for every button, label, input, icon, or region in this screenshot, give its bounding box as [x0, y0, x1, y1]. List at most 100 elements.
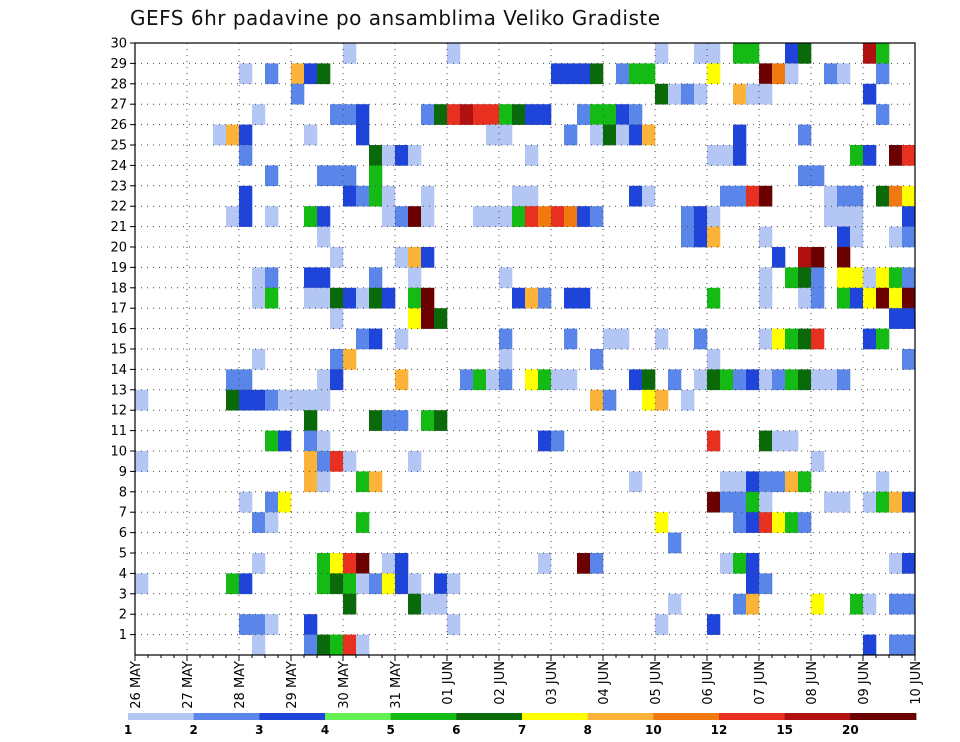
- legend-label: 1: [124, 723, 132, 737]
- heatmap-cell: [733, 124, 747, 146]
- heatmap-cell: [902, 267, 916, 289]
- x-tick-label: 26 MAY: [129, 661, 144, 709]
- legend-swatch: [719, 713, 786, 720]
- heatmap-cell: [460, 104, 474, 125]
- heatmap-cell: [395, 206, 409, 227]
- heatmap-cell: [759, 185, 773, 207]
- heatmap-cell: [317, 634, 331, 656]
- heatmap-cell: [317, 226, 331, 248]
- heatmap-cell: [382, 287, 396, 309]
- x-tick-label: 02 JUN: [493, 661, 508, 705]
- heatmap-cell: [252, 267, 266, 289]
- heatmap-cell: [356, 512, 370, 533]
- heatmap-cell: [733, 43, 747, 64]
- y-tick-label: 5: [119, 547, 127, 562]
- heatmap-cell: [850, 185, 864, 207]
- heatmap-cell: [811, 165, 825, 187]
- heatmap-cell: [590, 124, 604, 146]
- heatmap-cell: [564, 328, 578, 350]
- heatmap-cell: [421, 308, 435, 329]
- heatmap-cell: [421, 206, 435, 227]
- heatmap-cell: [707, 206, 721, 227]
- heatmap-cell: [837, 63, 851, 85]
- heatmap-cell: [265, 389, 279, 411]
- heatmap-cell: [486, 124, 500, 146]
- heatmap-cell: [642, 63, 656, 85]
- heatmap-cell: [265, 491, 279, 513]
- heatmap-cell: [499, 206, 513, 227]
- heatmap-cell: [707, 145, 721, 166]
- heatmap-cell: [668, 593, 682, 615]
- y-tick-label: 6: [119, 526, 127, 541]
- heatmap-cell: [395, 145, 409, 166]
- heatmap-cell: [694, 226, 708, 248]
- legend-label: 7: [518, 723, 526, 737]
- legend-label: 4: [321, 723, 329, 737]
- heatmap-cell: [876, 43, 890, 64]
- heatmap-cell: [746, 369, 760, 391]
- heatmap-cell: [395, 247, 409, 268]
- heatmap-cell: [551, 369, 565, 391]
- x-tick-label: 27 MAY: [181, 661, 196, 709]
- legend-swatch: [193, 713, 260, 720]
- heatmap-cell: [785, 369, 799, 391]
- heatmap-cell: [616, 63, 630, 85]
- heatmap-cell: [265, 63, 279, 85]
- heatmap-cell: [395, 328, 409, 350]
- heatmap-cell: [252, 287, 266, 309]
- heatmap-cell: [707, 430, 721, 452]
- legend-label: 10: [645, 723, 662, 737]
- heatmap-cell: [798, 124, 812, 146]
- heatmap-cell: [876, 328, 890, 350]
- x-tick-label: 28 MAY: [233, 661, 248, 709]
- heatmap-cell: [694, 206, 708, 227]
- heatmap-cell: [772, 63, 786, 85]
- heatmap-cell: [590, 63, 604, 85]
- y-tick-label: 28: [110, 77, 127, 92]
- heatmap-cell: [317, 389, 331, 411]
- heatmap-cell: [876, 185, 890, 207]
- heatmap-cell: [746, 491, 760, 513]
- heatmap-cell: [889, 553, 903, 574]
- heatmap-cell: [317, 206, 331, 227]
- heatmap-cell: [265, 430, 279, 452]
- heatmap-cell: [603, 104, 617, 125]
- heatmap-cell: [720, 145, 734, 166]
- heatmap-cell: [252, 349, 266, 370]
- heatmap-cell: [876, 287, 890, 309]
- heatmap-cell: [772, 471, 786, 493]
- heatmap-cell: [239, 63, 253, 85]
- heatmap-cell: [356, 124, 370, 146]
- y-tick-label: 27: [110, 98, 127, 113]
- heatmap-cell: [707, 614, 721, 635]
- heatmap-cell: [850, 145, 864, 166]
- heatmap-cell: [655, 43, 669, 64]
- heatmap-cell: [889, 267, 903, 289]
- heatmap-cell: [798, 247, 812, 268]
- heatmap-cell: [746, 553, 760, 574]
- x-tick-label: 04 JUN: [597, 661, 612, 705]
- heatmap-cell: [863, 145, 877, 166]
- heatmap-cell: [330, 287, 344, 309]
- heatmap-cell: [473, 104, 487, 125]
- heatmap-cell: [603, 328, 617, 350]
- heatmap-cell: [863, 287, 877, 309]
- heatmap-cell: [226, 206, 240, 227]
- heatmap-cell: [525, 185, 539, 207]
- heatmap-cell: [863, 593, 877, 615]
- heatmap-cell: [759, 83, 773, 105]
- heatmap-cell: [330, 349, 344, 370]
- heatmap-cell: [837, 185, 851, 207]
- heatmap-cell: [785, 471, 799, 493]
- heatmap-cell: [668, 532, 682, 554]
- heatmap-cell: [304, 430, 318, 452]
- x-tick-label: 10 JUN: [909, 661, 924, 705]
- heatmap-cell: [135, 451, 149, 472]
- heatmap-cell: [798, 287, 812, 309]
- heatmap-cell: [733, 512, 747, 533]
- heatmap-cell: [642, 369, 656, 391]
- heatmap-cell: [239, 185, 253, 207]
- heatmap-cell: [863, 634, 877, 656]
- heatmap-cell: [265, 165, 279, 187]
- heatmap-cell: [668, 83, 682, 105]
